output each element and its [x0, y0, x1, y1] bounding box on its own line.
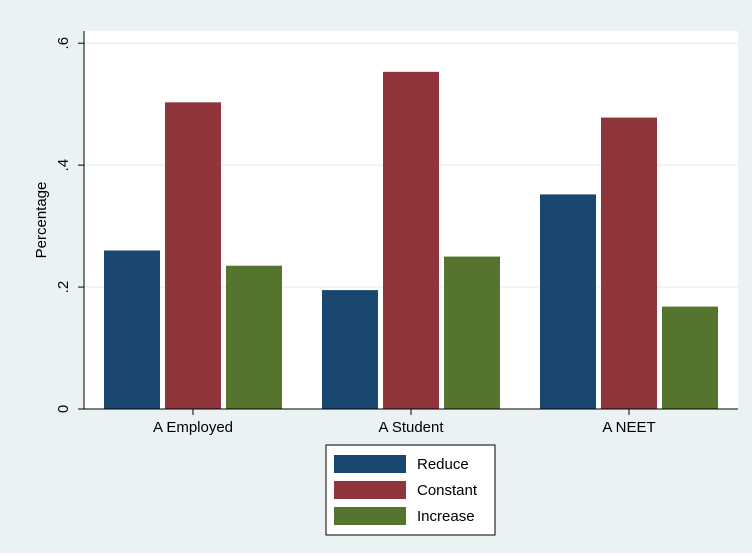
bars — [104, 71, 718, 410]
legend-swatch-reduce — [334, 455, 406, 473]
bar-increase-1 — [444, 256, 500, 409]
x-axis-ticks: A Employed A Student A NEET — [153, 409, 656, 436]
legend: Reduce Constant Increase — [325, 444, 496, 536]
legend-label-increase: Increase — [417, 508, 475, 525]
y-axis-ticks: 0 .2 .4 .6 — [55, 37, 84, 413]
y-axis-title: Percentage — [33, 182, 50, 259]
x-tick-label: A Employed — [153, 419, 233, 436]
bar-increase-2 — [662, 306, 718, 409]
y-tick-label: 0 — [55, 405, 72, 413]
y-tick-label: .4 — [55, 159, 72, 172]
legend-swatch-constant — [334, 481, 406, 499]
bar-constant-0 — [165, 102, 221, 409]
x-tick-label: A NEET — [602, 419, 655, 436]
bar-increase-0 — [226, 265, 282, 409]
legend-swatch-increase — [334, 507, 406, 525]
y-tick-label: .2 — [55, 281, 72, 294]
bar-constant-1 — [383, 71, 439, 409]
y-tick-label: .6 — [55, 37, 72, 50]
x-tick-label: A Student — [378, 419, 444, 436]
legend-label-reduce: Reduce — [417, 456, 469, 473]
bar-reduce-1 — [322, 290, 378, 409]
bar-reduce-2 — [540, 194, 596, 409]
bar-reduce-0 — [104, 250, 160, 409]
legend-label-constant: Constant — [417, 482, 478, 499]
bar-constant-2 — [601, 117, 657, 410]
